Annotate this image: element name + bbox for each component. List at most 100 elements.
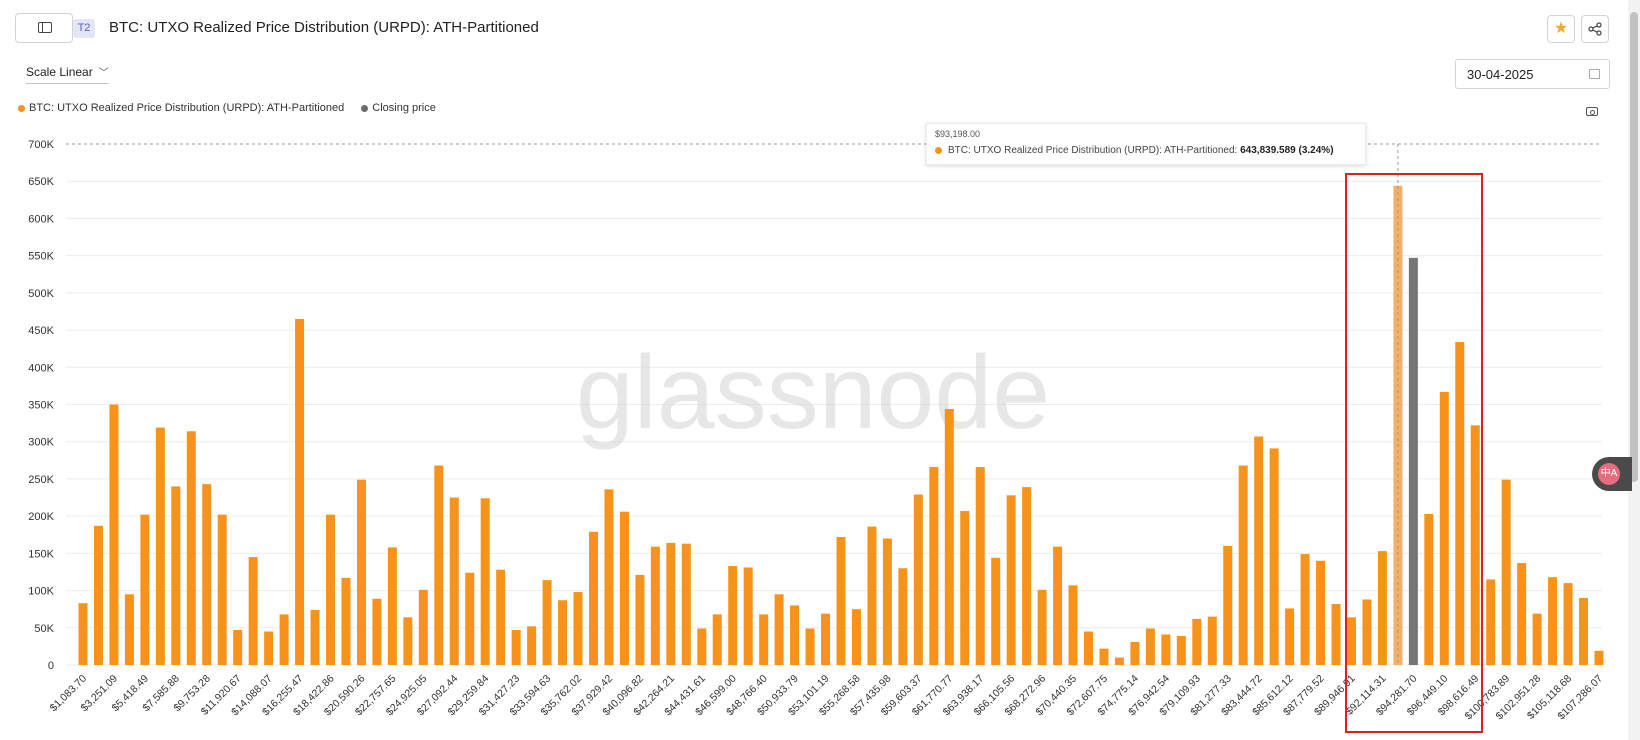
bar (140, 514, 150, 665)
star-icon: ★ (1553, 20, 1569, 37)
sidebar-toggle-icon (38, 22, 52, 33)
x-tick-label: $35,762.02 (538, 673, 584, 719)
date-value: 30-04-2025 (1467, 67, 1534, 82)
x-tick-label: $44,431.61 (662, 673, 708, 719)
camera-icon[interactable] (1586, 107, 1598, 116)
scrollbar-thumb[interactable] (1630, 12, 1638, 482)
bar (1145, 628, 1155, 665)
x-tick-label: $31,427.23 (477, 673, 523, 719)
legend-label: Closing price (372, 102, 436, 114)
x-tick-label: $16,255.47 (260, 673, 306, 719)
tier-badge: T2 (73, 19, 95, 38)
translate-button[interactable]: 中A (1592, 457, 1632, 491)
bar (496, 569, 506, 665)
x-tick-label: $66,105.56 (972, 673, 1018, 719)
x-tick-label: $37,929.42 (569, 673, 615, 719)
bar (851, 609, 861, 665)
y-tick-label: 550K (28, 251, 54, 263)
x-tick-label: $63,938.17 (941, 673, 987, 719)
scrollbar[interactable] (1628, 0, 1640, 740)
legend-item-urpd[interactable]: BTC: UTXO Realized Price Distribution (U… (18, 102, 344, 114)
bar (279, 614, 289, 665)
y-tick-label: 100K (28, 586, 54, 598)
chart-tooltip: $93,198.00 BTC: UTXO Realized Price Dist… (926, 123, 1366, 165)
y-tick-label: 350K (28, 400, 54, 412)
x-tick-label: $55,268.58 (817, 673, 863, 719)
bar (1579, 598, 1589, 665)
x-tick-label: $18,422.86 (291, 673, 337, 719)
x-tick-label: $29,259.84 (446, 673, 492, 719)
bar (310, 609, 320, 665)
bar (372, 598, 382, 665)
x-tick-label: $7,585.88 (140, 673, 182, 715)
y-tick-label: 200K (28, 511, 54, 523)
bar (1331, 603, 1341, 665)
bar (527, 626, 537, 665)
bar (465, 572, 475, 665)
bar (558, 600, 568, 665)
bar (248, 557, 258, 665)
bar (155, 427, 165, 665)
bar (681, 543, 691, 665)
bar (511, 630, 521, 665)
bar (743, 567, 753, 665)
tooltip-row: BTC: UTXO Realized Price Distribution (U… (935, 145, 1334, 156)
bar (759, 614, 769, 665)
y-tick-label: 50K (34, 623, 54, 635)
x-tick-label: $5,418.49 (109, 673, 151, 715)
bar (697, 628, 707, 665)
bar (418, 589, 428, 665)
legend-item-closing-price[interactable]: Closing price (361, 102, 436, 114)
share-button[interactable] (1581, 15, 1609, 43)
y-tick-label: 700K (28, 139, 54, 151)
x-tick-label: $24,925.05 (384, 673, 430, 719)
bar (1207, 616, 1217, 665)
bar (93, 525, 103, 665)
favorite-button[interactable]: ★ (1547, 15, 1575, 43)
bar (1269, 448, 1279, 665)
bar (449, 497, 459, 665)
x-tick-label: $81,277.33 (1188, 673, 1234, 719)
bar (573, 592, 583, 665)
x-tick-label: $27,092.44 (415, 673, 461, 719)
bar (171, 486, 181, 665)
y-tick-label: 250K (28, 474, 54, 486)
bar (1068, 585, 1078, 665)
bar (650, 546, 660, 665)
bar (1316, 560, 1326, 665)
x-tick-label: $61,770.77 (910, 673, 956, 719)
x-tick-label: $50,933.79 (755, 673, 801, 719)
x-tick-label: $72,607.75 (1064, 673, 1110, 719)
x-tick-label: $57,435.98 (848, 673, 894, 719)
tooltip-dot (935, 146, 942, 154)
tooltip-price: $93,198.00 (935, 129, 981, 139)
bar (1192, 618, 1202, 665)
bar (867, 526, 877, 665)
bar (403, 617, 413, 665)
sidebar-toggle-button[interactable] (15, 13, 73, 43)
y-tick-label: 600K (28, 213, 54, 225)
header-bar: T2 BTC: UTXO Realized Price Distribution… (0, 0, 1640, 60)
x-tick-label: $83,444.72 (1219, 673, 1265, 719)
y-tick-label: 150K (28, 548, 54, 560)
x-tick-label: $76,942.54 (1126, 673, 1172, 719)
bar (1006, 495, 1016, 665)
y-tick-label: 650K (28, 176, 54, 188)
bar (233, 630, 243, 665)
date-picker[interactable]: 30-04-2025 (1455, 59, 1610, 89)
bar (1114, 657, 1124, 665)
bar (944, 408, 954, 665)
bar (929, 467, 939, 665)
y-tick-label: 500K (28, 288, 54, 300)
x-tick-label: $46,599.00 (693, 673, 739, 719)
x-tick-label: $85,612.12 (1250, 673, 1296, 719)
translate-icon: 中A (1598, 463, 1620, 485)
bar (202, 484, 212, 665)
y-tick-label: 450K (28, 325, 54, 337)
scale-select[interactable]: Scale Linear ﹀ (26, 64, 109, 84)
bar (1501, 479, 1511, 665)
bar (991, 557, 1001, 665)
bar (434, 465, 444, 665)
bar (805, 628, 815, 665)
bar (913, 494, 923, 665)
